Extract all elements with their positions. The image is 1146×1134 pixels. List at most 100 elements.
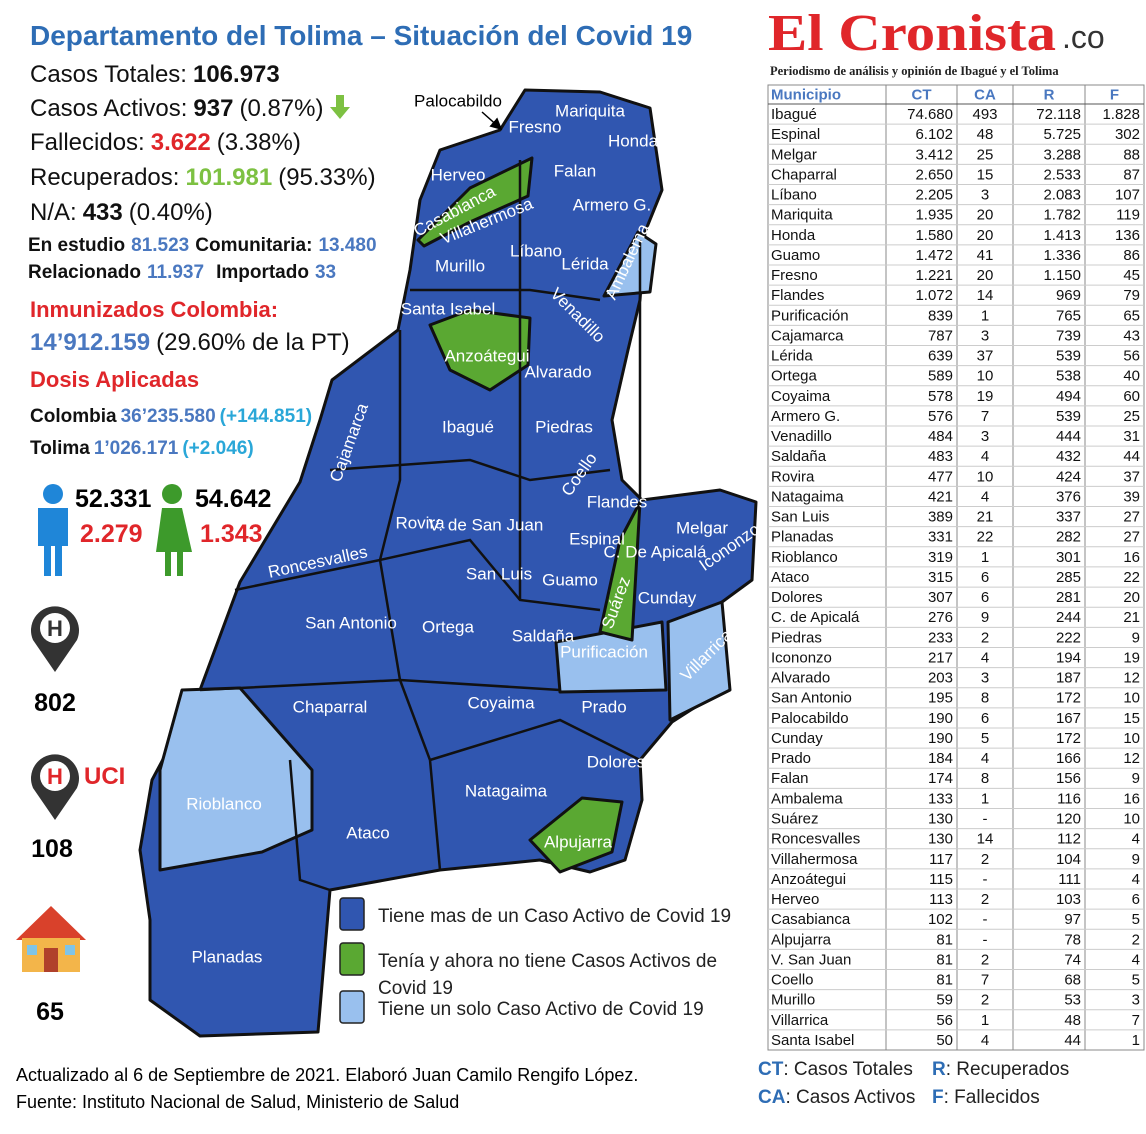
map-label: Alvarado	[524, 362, 591, 381]
table-cell: Coello	[771, 972, 814, 989]
key-entry: F: Fallecidos	[932, 1087, 1040, 1108]
key-abbr: F	[932, 1087, 944, 1108]
table-cell: 1.828	[1102, 106, 1140, 123]
down-arrow	[330, 95, 350, 119]
immunized-title: Inmunizados Colombia:	[30, 297, 278, 322]
map-label: Dolores	[587, 752, 646, 771]
table-cell: Falan	[771, 770, 809, 787]
table-cell: Dolores	[771, 589, 823, 606]
table-cell: 639	[928, 348, 953, 365]
table-cell: 136	[1115, 227, 1140, 244]
table-cell: 539	[1056, 408, 1081, 425]
table-cell: 39	[1123, 488, 1140, 505]
table-cell: Venadillo	[771, 428, 832, 445]
table-cell: 589	[928, 368, 953, 385]
map-label: Rovira	[395, 513, 445, 532]
table-cell: 1	[981, 307, 989, 324]
key-text: : Fallecidos	[944, 1087, 1040, 1108]
table-cell: 538	[1056, 368, 1081, 385]
table-cell: 81	[936, 972, 953, 989]
doses-title: Dosis Aplicadas	[30, 367, 199, 392]
table-cell: 104	[1056, 851, 1081, 868]
table-cell: 301	[1056, 549, 1081, 566]
legend-swatch	[339, 942, 365, 976]
key-text: : Casos Activos	[785, 1087, 915, 1108]
table-cell: 166	[1056, 750, 1081, 767]
table-cell: 5.725	[1043, 126, 1081, 143]
key-entry: CT: Casos Totales	[758, 1059, 913, 1080]
table-cell: 2	[981, 992, 989, 1009]
table-cell: 2	[981, 891, 989, 908]
table-cell: 9	[1132, 851, 1140, 868]
table-cell: 1	[1132, 1032, 1140, 1049]
map-label: Chaparral	[293, 697, 368, 716]
map-label: Coyaima	[467, 693, 535, 712]
table-cell: 112	[1057, 831, 1081, 848]
legend-label: Tenía y ahora no tiene Casos Activos de	[378, 951, 717, 972]
table-cell: 113	[929, 891, 953, 908]
table-cell: 12	[1123, 670, 1140, 687]
table-cell: 103	[1056, 891, 1081, 908]
icu-label: UCI	[84, 763, 125, 790]
table-cell: 115	[929, 871, 953, 888]
map-label: Herveo	[431, 165, 486, 184]
table-cell: Fresno	[771, 267, 818, 284]
home-value: 65	[36, 998, 64, 1026]
table-cell: 7	[1132, 1012, 1140, 1029]
table-cell: 56	[936, 1012, 953, 1029]
source-1: En estudio 81.523 Comunitaria: 13.480	[28, 235, 377, 256]
table-cell: Rovira	[771, 468, 815, 485]
table-cell: 2.650	[915, 166, 953, 183]
table-cell: Villahermosa	[771, 851, 858, 868]
table-cell: 190	[928, 710, 953, 727]
map-label: Espinal	[569, 529, 625, 548]
table-cell: 20	[977, 207, 994, 224]
table-cell: 78	[1064, 931, 1081, 948]
map-label: Fresno	[509, 117, 562, 136]
table-cell: 319	[928, 549, 953, 566]
map-label: Planadas	[192, 947, 263, 966]
table-cell: 3	[981, 428, 989, 445]
legend-label: Covid 19	[378, 978, 453, 999]
map-label: Piedras	[535, 417, 593, 436]
table-cell: Piedras	[771, 629, 822, 646]
table-cell: 74	[1064, 951, 1081, 968]
table-cell: 9	[1132, 770, 1140, 787]
map-label: Guamo	[542, 570, 598, 589]
stat-active: Casos Activos: 937 (0.87%)	[30, 95, 324, 122]
woman-icon	[156, 484, 192, 576]
table-cell: Planadas	[771, 529, 834, 546]
table-cell: 5	[981, 730, 989, 747]
table-cell: 3	[981, 187, 989, 204]
key-abbr: R	[932, 1059, 946, 1080]
table-cell: 195	[928, 690, 953, 707]
table-cell: 4	[981, 750, 989, 767]
table-cell: 8	[981, 690, 989, 707]
map-label: Anzoátegui	[444, 346, 529, 365]
table-cell: 1	[981, 790, 989, 807]
icu-icon: H	[31, 754, 79, 820]
table-cell: 130	[928, 811, 953, 828]
stat-total: Casos Totales: 106.973	[30, 61, 280, 88]
table-cell: 133	[928, 790, 953, 807]
map-label: Prado	[581, 697, 626, 716]
table-cell: Natagaima	[771, 488, 844, 505]
table-cell: 44	[1064, 1032, 1081, 1049]
table-cell: 969	[1056, 287, 1081, 304]
table-cell: Roncesvalles	[771, 831, 860, 848]
table-cell: 3	[981, 670, 989, 687]
table-cell: 4	[1132, 951, 1140, 968]
table-cell: Coyaima	[771, 388, 831, 405]
table-cell: 50	[936, 1032, 953, 1049]
table-cell: 3	[1132, 992, 1140, 1009]
map-label: Mariquita	[555, 101, 625, 120]
map-label: Flandes	[587, 492, 647, 511]
table-cell: 4	[981, 1032, 989, 1049]
svg-text:H: H	[47, 764, 63, 789]
table-cell: 494	[1056, 388, 1081, 405]
women-cases: 54.642	[195, 485, 271, 513]
home-icon	[16, 906, 86, 972]
table-cell: 5	[1132, 972, 1140, 989]
table-cell: -	[983, 871, 988, 888]
map-label: Saldaña	[512, 626, 575, 645]
